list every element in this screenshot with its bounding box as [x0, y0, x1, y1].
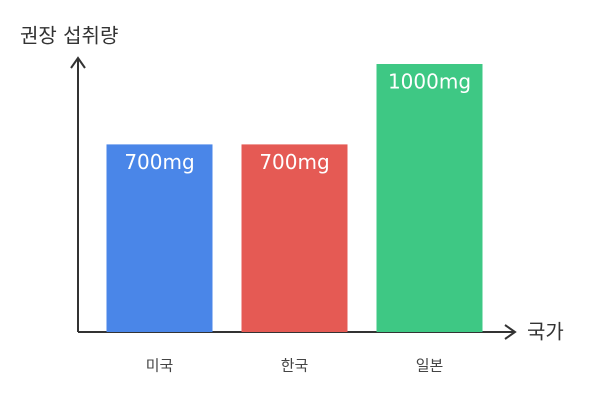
bar: [241, 144, 348, 332]
x-tick-label: 일본: [416, 357, 444, 375]
bar: [376, 64, 483, 332]
value-label: 700mg: [259, 150, 329, 174]
value-label: 700mg: [124, 150, 194, 174]
y-axis-label: 권장 섭취량: [20, 24, 118, 48]
x-axis-label: 국가: [527, 320, 564, 344]
bar: [106, 144, 213, 332]
y-axis-arrow: [70, 56, 86, 69]
x-axis-arrow: [504, 324, 517, 340]
x-tick-label: 미국: [146, 357, 174, 375]
value-label: 1000mg: [388, 70, 471, 94]
x-tick-label: 한국: [281, 357, 309, 375]
